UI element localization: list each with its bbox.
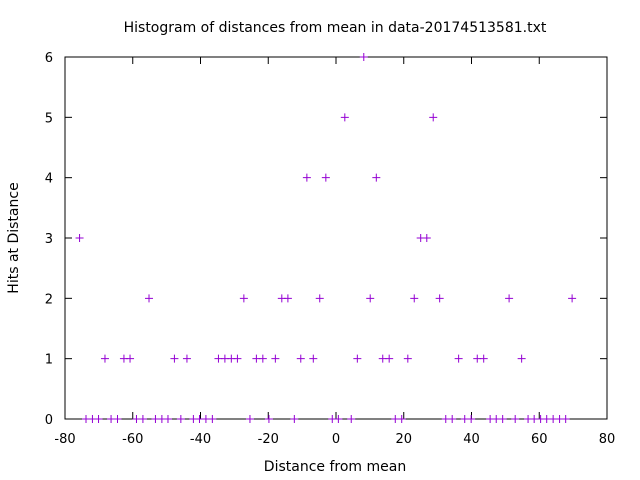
- data-point: [479, 354, 488, 363]
- data-point: [422, 234, 431, 242]
- data-point: [283, 294, 292, 303]
- x-tick-label: 80: [599, 432, 616, 447]
- data-point: [410, 294, 419, 303]
- y-tick-label: 5: [45, 111, 53, 126]
- x-tick-label: -60: [122, 432, 143, 447]
- data-point: [385, 354, 394, 363]
- data-point: [176, 415, 185, 423]
- x-tick-label: -80: [54, 432, 75, 447]
- x-tick-label: -20: [258, 432, 279, 447]
- data-point: [302, 173, 311, 182]
- data-point: [264, 415, 273, 423]
- data-point: [561, 415, 570, 423]
- data-point: [366, 294, 375, 303]
- data-point: [359, 53, 368, 61]
- y-tick-label: 1: [45, 353, 53, 368]
- data-point: [372, 173, 381, 182]
- data-point: [505, 294, 514, 303]
- data-point: [94, 415, 103, 423]
- data-point: [208, 415, 217, 423]
- data-point: [145, 294, 154, 303]
- data-point: [239, 294, 248, 303]
- data-point: [321, 173, 330, 182]
- y-tick-label: 2: [45, 292, 53, 307]
- data-point: [271, 354, 280, 363]
- x-tick-label: -40: [190, 432, 211, 447]
- x-tick-label: 0: [332, 432, 340, 447]
- data-point: [454, 354, 463, 363]
- data-point: [258, 354, 267, 363]
- axis-ticks: [64, 56, 608, 420]
- data-point: [170, 354, 179, 363]
- y-tick-label: 0: [45, 413, 53, 428]
- data-point: [315, 294, 324, 303]
- data-point: [429, 113, 438, 122]
- x-tick-label: 60: [531, 432, 548, 447]
- data-point: [353, 354, 362, 363]
- data-point: [568, 294, 577, 303]
- data-point: [113, 415, 122, 423]
- y-tick-label: 4: [45, 172, 53, 187]
- y-axis-label: Hits at Distance: [6, 182, 22, 293]
- data-point: [138, 415, 147, 423]
- data-point: [340, 113, 349, 122]
- chart-title: Histogram of distances from mean in data…: [124, 20, 547, 36]
- x-tick-label: 20: [395, 432, 412, 447]
- data-point: [397, 415, 406, 423]
- data-point: [245, 415, 254, 423]
- data-point: [296, 354, 305, 363]
- data-point: [347, 415, 356, 423]
- y-tick-label: 3: [45, 232, 53, 247]
- data-point: [467, 415, 476, 423]
- x-tick-labels: -80 -60 -40 -20 0 20 40 60 80: [54, 432, 615, 447]
- y-tick-label: 6: [45, 51, 53, 66]
- data-point: [163, 415, 172, 423]
- data-point: [100, 354, 109, 363]
- x-tick-label: 40: [463, 432, 480, 447]
- plot-frame: [64, 56, 608, 420]
- data-point: [75, 234, 84, 242]
- data-point: [334, 415, 343, 423]
- data-markers: [75, 53, 577, 423]
- data-point: [517, 354, 526, 363]
- data-point: [511, 415, 520, 423]
- x-axis-label: Distance from mean: [264, 459, 406, 475]
- data-point: [448, 415, 457, 423]
- data-point: [309, 354, 318, 363]
- data-point: [182, 354, 191, 363]
- data-point: [126, 354, 135, 363]
- data-point: [233, 354, 242, 363]
- data-point: [435, 294, 444, 303]
- data-point: [498, 415, 507, 423]
- data-point: [290, 415, 299, 423]
- data-point: [403, 354, 412, 363]
- y-tick-labels: 0 1 2 3 4 5 6: [45, 51, 53, 428]
